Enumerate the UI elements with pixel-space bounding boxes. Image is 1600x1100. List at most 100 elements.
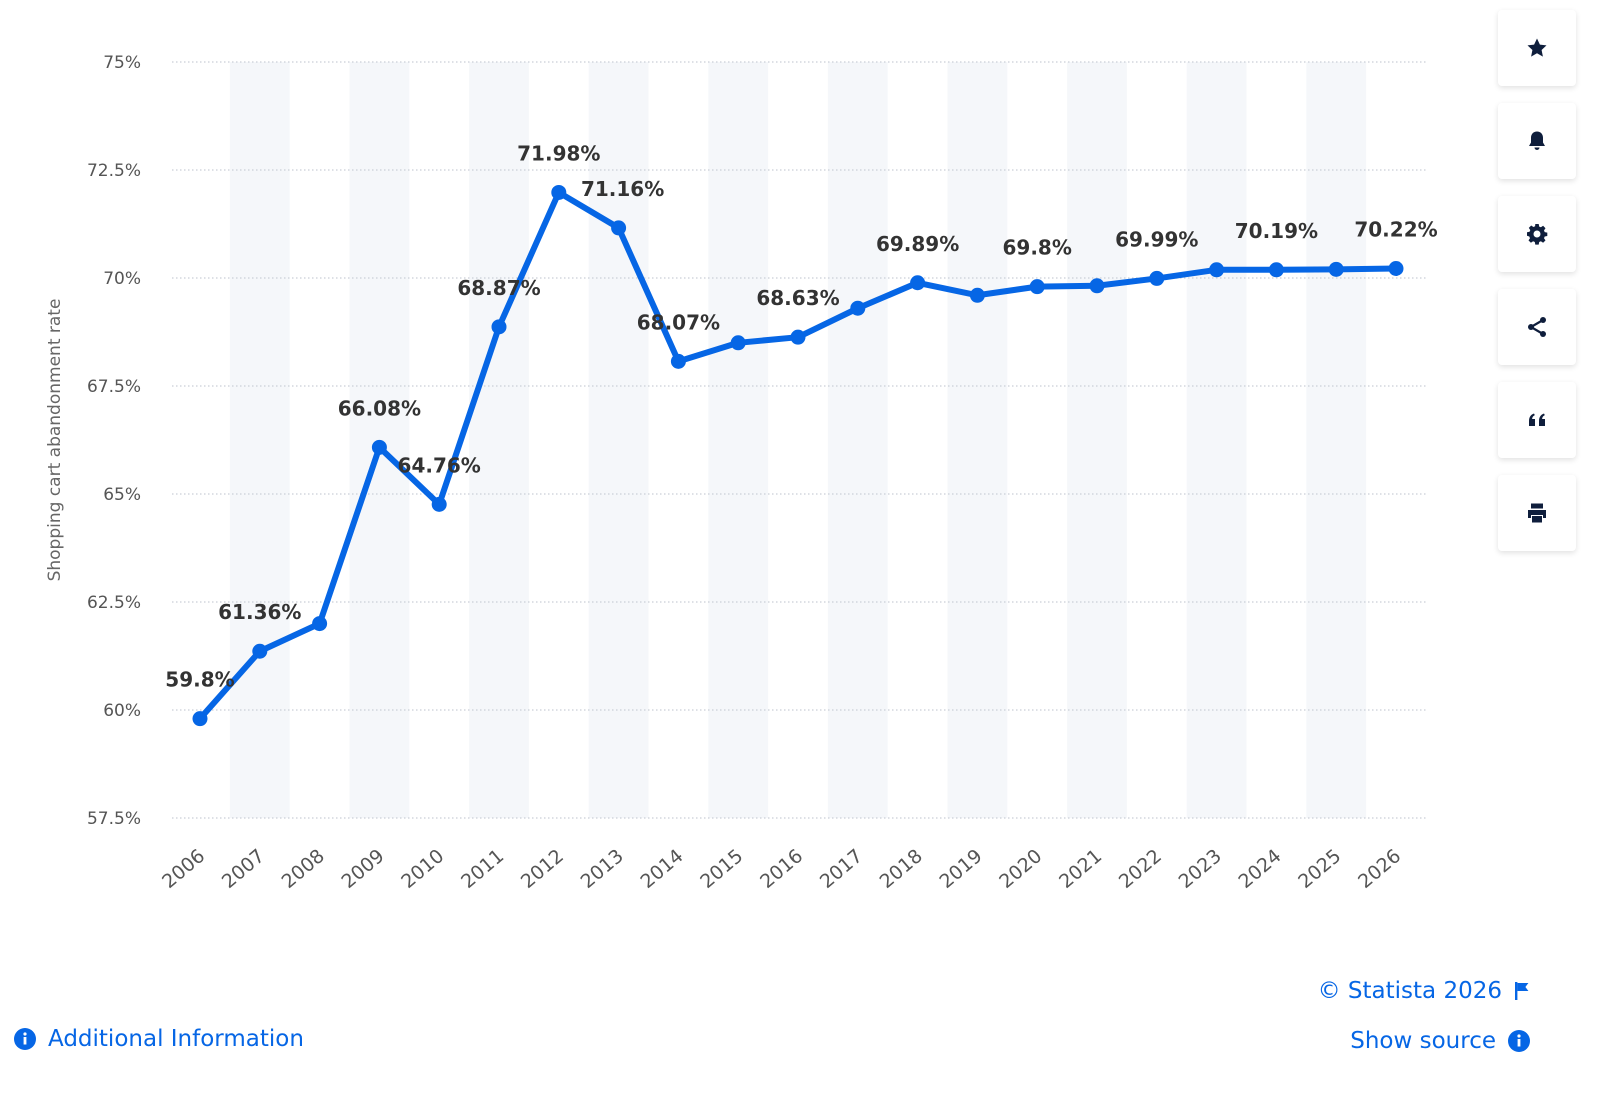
- data-label: 68.07%: [637, 310, 720, 334]
- x-tick-label: 2021: [1055, 845, 1106, 893]
- data-point: [312, 616, 328, 632]
- data-point: [551, 184, 567, 200]
- settings-button[interactable]: [1498, 196, 1576, 272]
- x-tick-label: 2019: [935, 845, 986, 893]
- share-icon: [1528, 317, 1546, 337]
- chart-gridlines: [172, 61, 1427, 819]
- chart-band: [708, 62, 769, 818]
- x-tick-label: 2010: [397, 845, 448, 893]
- chart-band: [1067, 62, 1127, 818]
- data-series: [192, 184, 1404, 727]
- share-button[interactable]: [1498, 289, 1576, 365]
- data-point: [1268, 262, 1284, 278]
- data-point: [1149, 270, 1165, 286]
- data-point: [1388, 260, 1404, 276]
- x-tick-label: 2007: [218, 845, 269, 893]
- chart-band: [1306, 62, 1367, 818]
- x-axis-ticks: 2006 2007 2008 2009 2010 2011 2012 2013 2014 2015…: [158, 845, 1405, 893]
- x-tick-label: 2015: [696, 845, 747, 893]
- chart-band: [469, 62, 529, 818]
- data-point: [611, 220, 627, 236]
- x-tick-label: 2012: [517, 845, 568, 893]
- x-tick-label: 2024: [1234, 845, 1285, 893]
- data-point: [850, 300, 866, 316]
- y-tick-label: 57.5%: [87, 809, 141, 829]
- x-tick-label: 2020: [995, 845, 1046, 893]
- chart-toolbar: [1498, 10, 1576, 568]
- data-label: 68.87%: [457, 276, 540, 300]
- x-tick-label: 2009: [337, 845, 388, 893]
- chart-band: [947, 62, 1008, 818]
- chart-band: [827, 62, 888, 818]
- x-tick-label: 2013: [577, 845, 628, 893]
- x-tick-label: 2026: [1354, 845, 1405, 893]
- x-tick-label: 2011: [457, 845, 508, 893]
- chart-band: [229, 62, 290, 818]
- statista-copyright-link[interactable]: © Statista 2026: [1318, 978, 1530, 1004]
- y-tick-label: 65%: [103, 485, 141, 505]
- x-tick-label: 2014: [636, 845, 687, 893]
- additional-information-text: Additional Information: [48, 1026, 304, 1052]
- y-tick-label: 67.5%: [87, 377, 141, 397]
- data-point: [252, 643, 268, 659]
- data-label: 69.99%: [1115, 227, 1198, 251]
- chart-background-bands: [229, 62, 1367, 818]
- print-button[interactable]: [1498, 475, 1576, 551]
- data-point: [431, 496, 447, 512]
- data-label: 69.8%: [1003, 236, 1072, 260]
- x-tick-label: 2006: [158, 845, 209, 893]
- data-point: [1029, 279, 1045, 295]
- show-source-text: Show source: [1350, 1028, 1496, 1054]
- data-label: 61.36%: [218, 600, 301, 624]
- info-icon: [14, 1028, 36, 1050]
- y-tick-label: 60%: [103, 701, 141, 721]
- flag-icon: [1515, 982, 1529, 1000]
- notification-button[interactable]: [1498, 103, 1576, 179]
- data-point: [1328, 261, 1344, 277]
- chart-band: [588, 62, 649, 818]
- data-label: 71.98%: [517, 141, 600, 165]
- data-label: 69.89%: [876, 232, 959, 256]
- data-label: 68.63%: [756, 286, 839, 310]
- data-point: [670, 353, 686, 369]
- y-tick-label: 70%: [103, 269, 141, 289]
- x-tick-label: 2016: [756, 845, 807, 893]
- data-point: [790, 329, 806, 345]
- data-label: 71.16%: [581, 177, 664, 201]
- data-point: [491, 319, 507, 335]
- x-tick-label: 2022: [1115, 845, 1166, 893]
- y-tick-label: 62.5%: [87, 593, 141, 613]
- show-source-link[interactable]: Show source: [1350, 1028, 1530, 1054]
- data-point: [1089, 278, 1105, 294]
- print-icon: [1528, 503, 1546, 523]
- y-tick-label: 75%: [103, 53, 141, 73]
- copyright-text: © Statista 2026: [1317, 978, 1502, 1004]
- data-point: [1209, 262, 1225, 278]
- data-point: [192, 711, 208, 727]
- favorite-button[interactable]: [1498, 10, 1576, 86]
- additional-information-link[interactable]: Additional Information: [14, 1026, 304, 1052]
- bell-icon: [1529, 131, 1545, 150]
- data-label: 66.08%: [338, 396, 421, 420]
- data-point: [910, 275, 926, 291]
- data-label: 70.19%: [1235, 219, 1318, 243]
- chart-band: [1186, 62, 1247, 818]
- x-tick-label: 2008: [278, 845, 329, 893]
- x-tick-label: 2017: [816, 845, 867, 893]
- data-point: [371, 439, 387, 455]
- line-chart: 57.5%60%62.5%65%67.5%70%72.5%75% 2006 200…: [45, 53, 1438, 893]
- data-point: [969, 287, 985, 303]
- data-label: 64.76%: [398, 453, 481, 477]
- cite-button[interactable]: [1498, 382, 1576, 458]
- data-label: 70.22%: [1354, 217, 1437, 241]
- data-label: 59.8%: [165, 668, 234, 692]
- x-tick-label: 2018: [876, 845, 927, 893]
- x-tick-label: 2025: [1294, 845, 1345, 893]
- data-point: [730, 335, 746, 351]
- star-icon: [1527, 38, 1547, 57]
- quote-icon: [1529, 413, 1545, 426]
- y-axis-ticks: 57.5% 60% 62.5% 65% 67.5% 70% 72.5% 75%: [87, 53, 141, 829]
- gear-icon: [1527, 224, 1548, 245]
- info-icon: [1508, 1030, 1530, 1052]
- data-labels: 59.8% 61.36% 66.08% 64.76% 68.87% 71.98% 71.16…: [165, 141, 1437, 691]
